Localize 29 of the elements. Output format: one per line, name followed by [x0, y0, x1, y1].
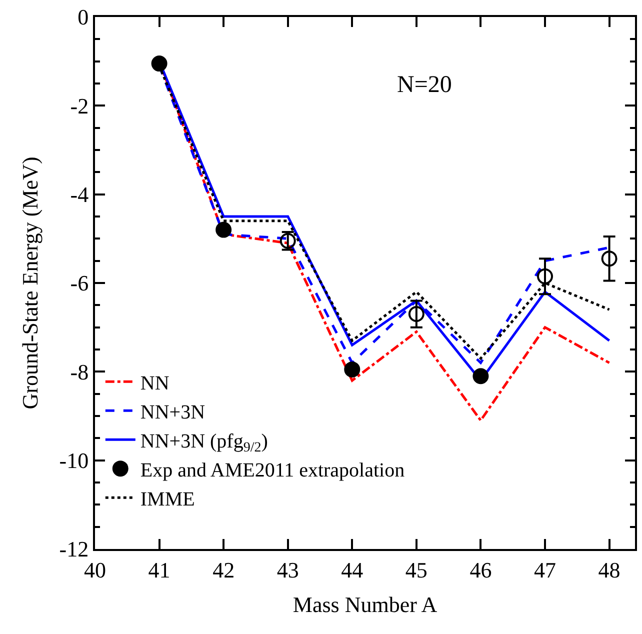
- point: [151, 56, 168, 72]
- x-tick-label: 41: [148, 557, 170, 582]
- point: [601, 250, 618, 267]
- x-tick-label: 47: [534, 557, 556, 582]
- x-tick-label: 44: [341, 557, 364, 582]
- point: [344, 361, 360, 378]
- x-tick-label: 48: [598, 557, 620, 582]
- point: [408, 306, 424, 322]
- x-axis-title: Mass Number A: [292, 592, 438, 617]
- y-tick-label: -4: [70, 182, 89, 208]
- y-axis-title: Ground-State Energy (MeV): [18, 156, 43, 410]
- y-tick-label: -2: [70, 93, 89, 118]
- legend-label: NN+3N: [140, 401, 206, 424]
- y-tick-label: -10: [59, 448, 89, 474]
- legend-label: Exp and AME2011 extrapolation: [140, 459, 405, 482]
- x-tick-label: 43: [276, 557, 299, 582]
- y-tick-label: -8: [70, 359, 89, 384]
- y-tick-label: -6: [70, 270, 89, 296]
- legend-label: NN+3N (pfg$_{9/2}$): [140, 430, 268, 456]
- point: [537, 268, 553, 284]
- legend-label: NN: [140, 372, 170, 394]
- annotation: N=20: [397, 72, 452, 98]
- x-tick-label: 42: [212, 557, 235, 582]
- x-tick-label: 45: [405, 557, 428, 582]
- point: [216, 222, 232, 238]
- y-tick-label: 0: [78, 4, 89, 30]
- point: [472, 368, 489, 384]
- x-tick-label: 46: [470, 557, 492, 582]
- legend-label: IMME: [140, 488, 195, 510]
